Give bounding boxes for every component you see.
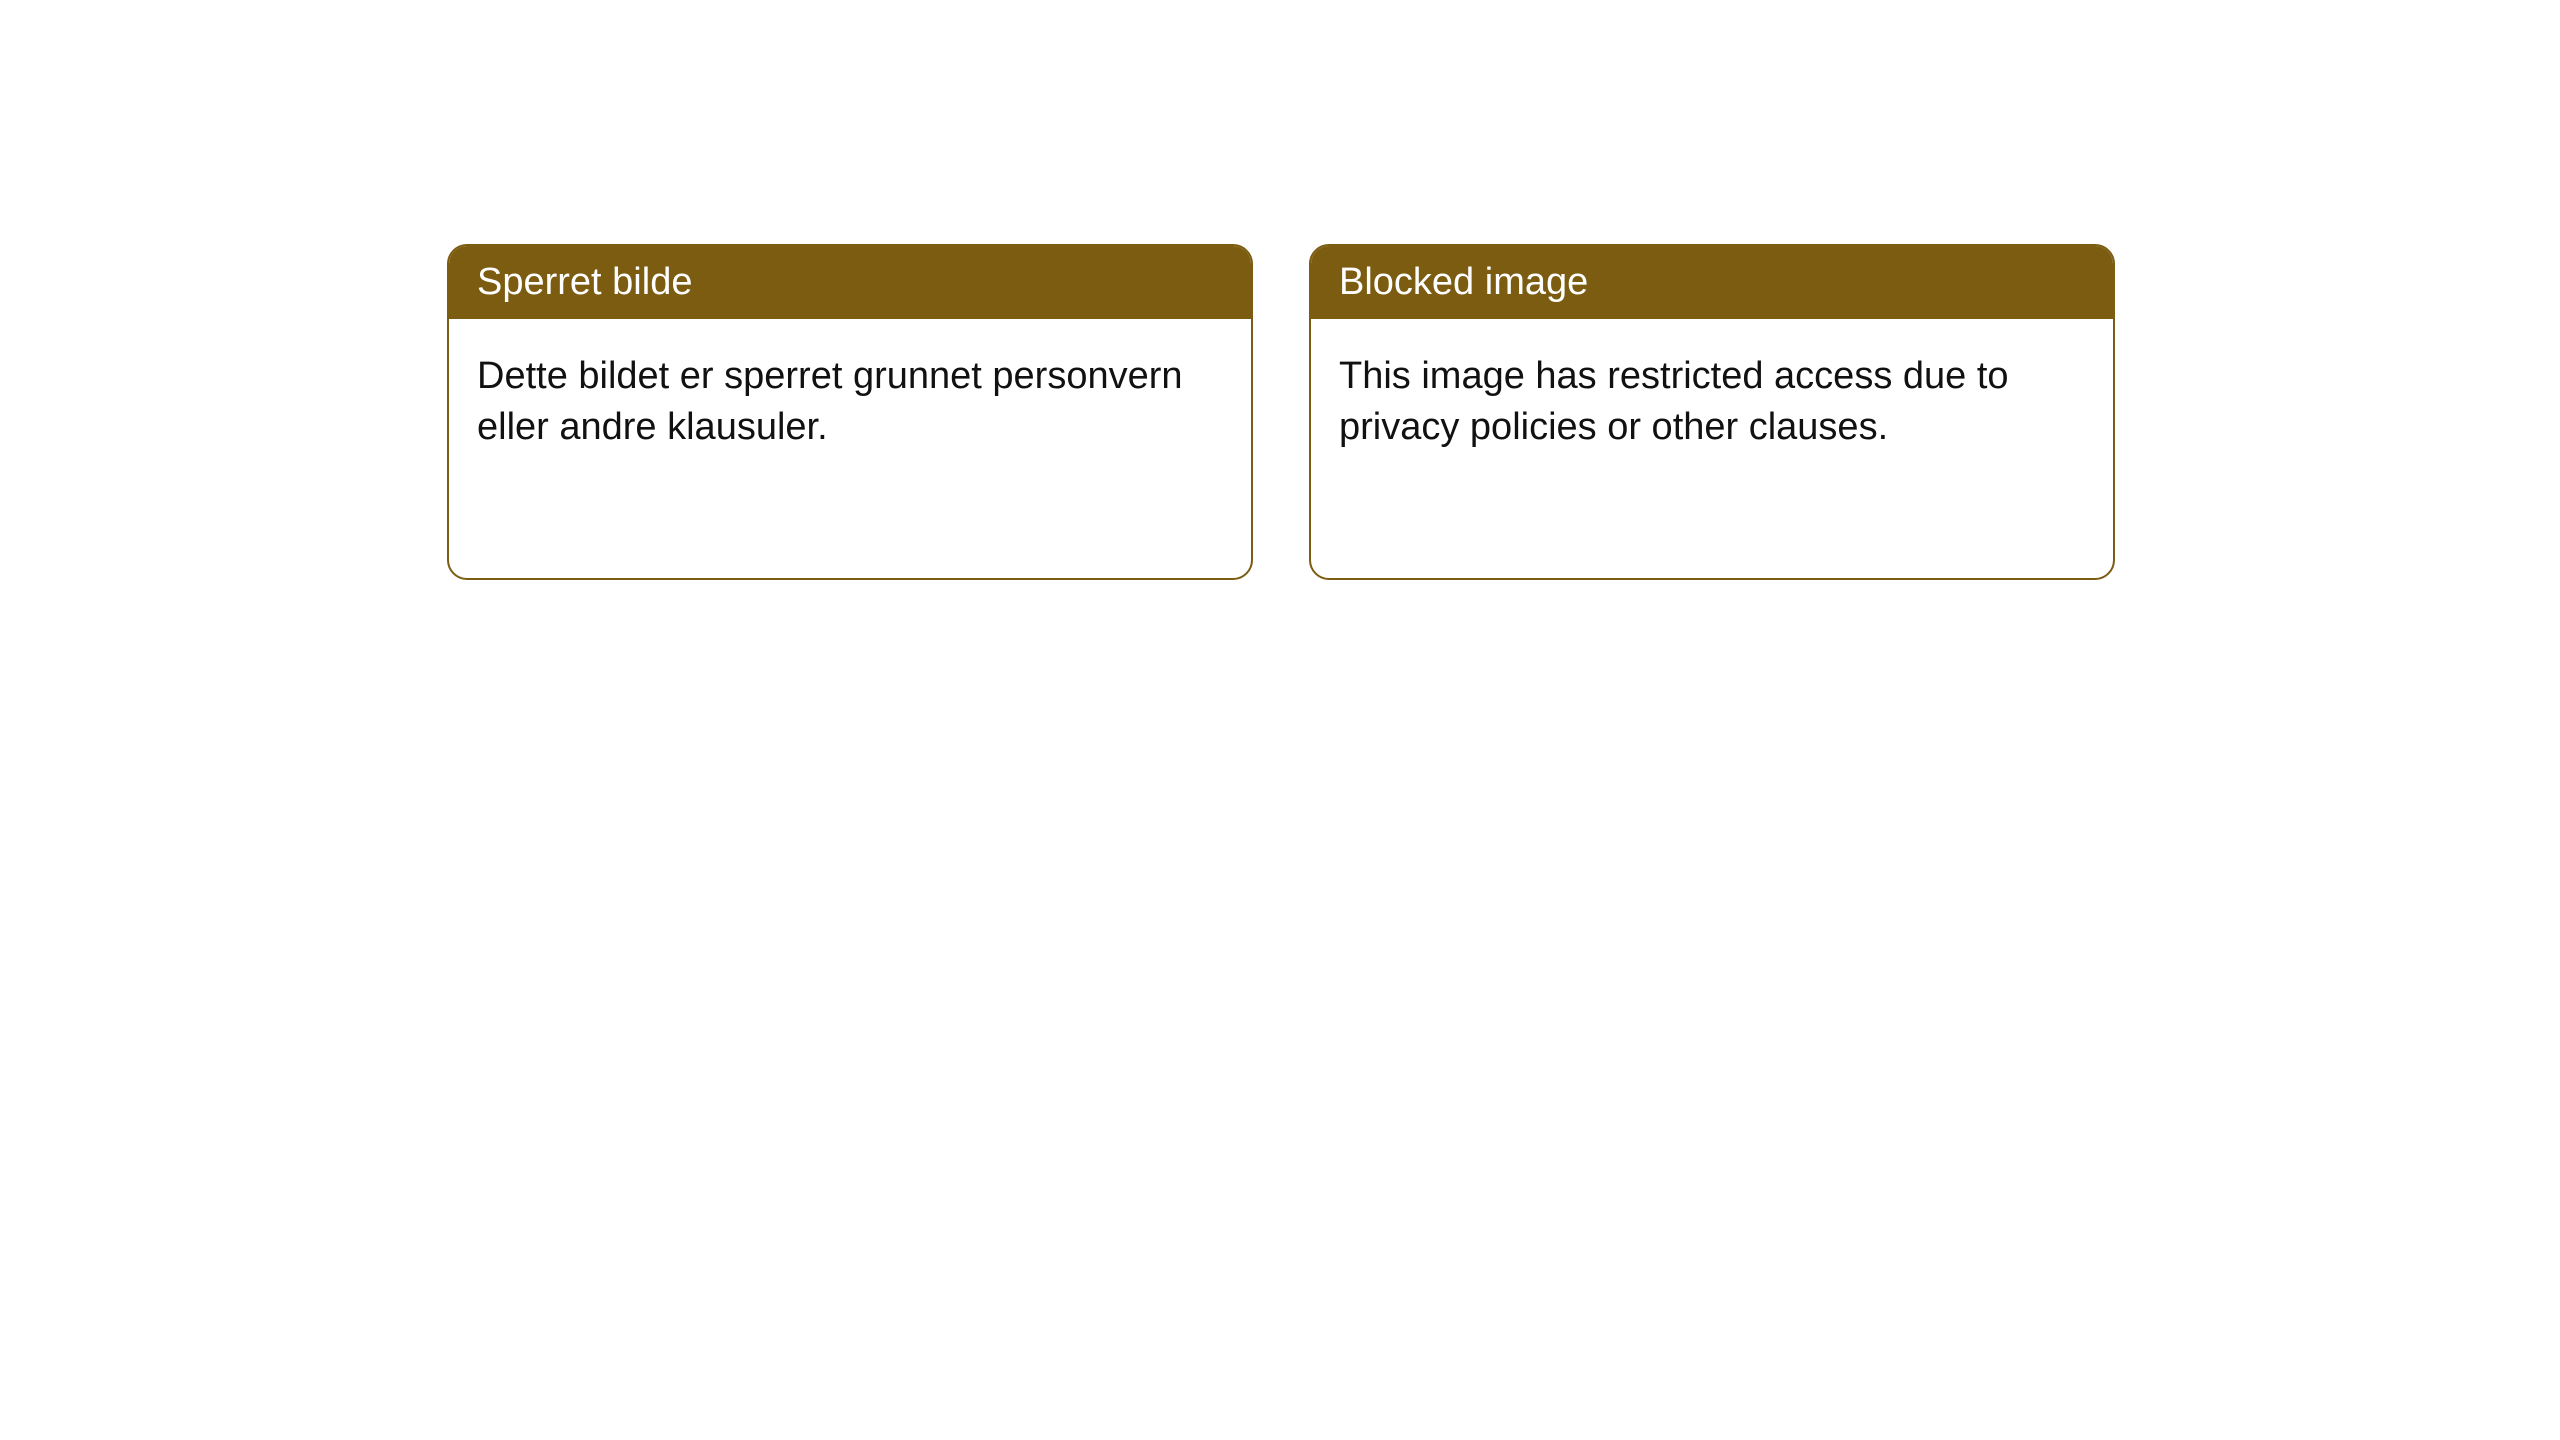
- panels-container: Sperret bilde Dette bildet er sperret gr…: [447, 244, 2115, 580]
- panel-norwegian: Sperret bilde Dette bildet er sperret gr…: [447, 244, 1253, 580]
- panel-header: Sperret bilde: [449, 246, 1251, 319]
- panel-message: Dette bildet er sperret grunnet personve…: [477, 355, 1183, 448]
- panel-english: Blocked image This image has restricted …: [1309, 244, 2115, 580]
- panel-body: Dette bildet er sperret grunnet personve…: [449, 319, 1251, 486]
- panel-title: Sperret bilde: [477, 261, 692, 303]
- panel-message: This image has restricted access due to …: [1339, 355, 2009, 448]
- panel-header: Blocked image: [1311, 246, 2113, 319]
- panel-title: Blocked image: [1339, 261, 1588, 303]
- panel-body: This image has restricted access due to …: [1311, 319, 2113, 486]
